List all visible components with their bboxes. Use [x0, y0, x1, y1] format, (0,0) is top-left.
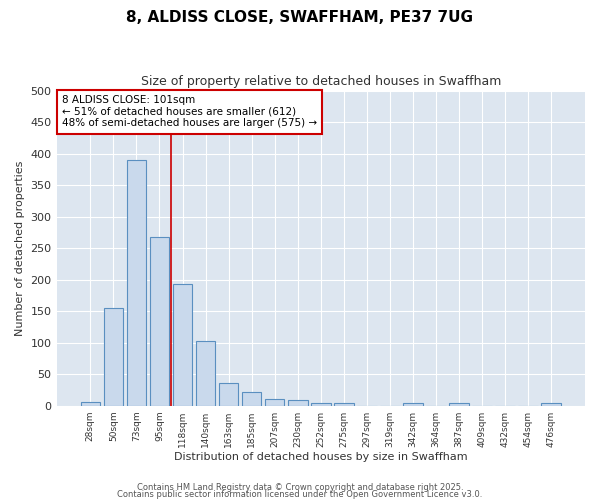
Bar [403, 403, 423, 406]
Bar [196, 341, 215, 406]
Bar [219, 383, 238, 406]
Bar [265, 399, 284, 406]
Text: Contains public sector information licensed under the Open Government Licence v3: Contains public sector information licen… [118, 490, 482, 499]
Bar [334, 403, 353, 406]
Bar [127, 160, 146, 406]
X-axis label: Distribution of detached houses by size in Swaffham: Distribution of detached houses by size … [174, 452, 467, 462]
Bar [288, 400, 308, 406]
Bar [80, 402, 100, 406]
Text: 8, ALDISS CLOSE, SWAFFHAM, PE37 7UG: 8, ALDISS CLOSE, SWAFFHAM, PE37 7UG [127, 10, 473, 25]
Bar [149, 238, 169, 406]
Title: Size of property relative to detached houses in Swaffham: Size of property relative to detached ho… [140, 75, 501, 88]
Text: 8 ALDISS CLOSE: 101sqm
← 51% of detached houses are smaller (612)
48% of semi-de: 8 ALDISS CLOSE: 101sqm ← 51% of detached… [62, 96, 317, 128]
Text: Contains HM Land Registry data © Crown copyright and database right 2025.: Contains HM Land Registry data © Crown c… [137, 484, 463, 492]
Bar [104, 308, 123, 406]
Bar [541, 403, 561, 406]
Y-axis label: Number of detached properties: Number of detached properties [15, 160, 25, 336]
Bar [242, 392, 262, 406]
Bar [311, 402, 331, 406]
Bar [449, 403, 469, 406]
Bar [173, 284, 193, 406]
